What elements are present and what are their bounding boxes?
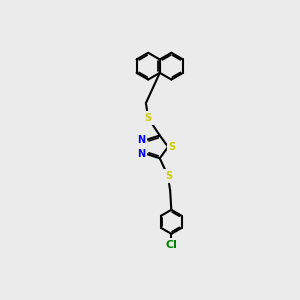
Text: Cl: Cl <box>165 240 177 250</box>
Text: S: S <box>169 142 176 152</box>
Text: N: N <box>137 149 145 159</box>
Text: S: S <box>165 171 172 181</box>
Text: S: S <box>145 113 152 123</box>
Text: N: N <box>137 135 145 145</box>
